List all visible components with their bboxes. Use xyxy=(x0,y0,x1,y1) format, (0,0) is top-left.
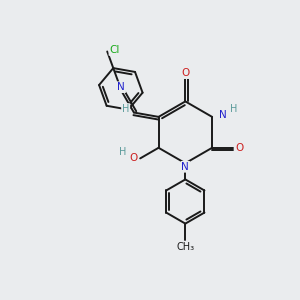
Text: N: N xyxy=(182,162,189,172)
Text: CH₃: CH₃ xyxy=(176,242,194,252)
Text: H: H xyxy=(230,103,237,114)
Text: N: N xyxy=(117,82,125,92)
Text: O: O xyxy=(181,68,190,78)
Text: O: O xyxy=(235,143,243,153)
Text: O: O xyxy=(130,153,138,164)
Text: Cl: Cl xyxy=(110,45,120,55)
Text: N: N xyxy=(219,110,227,120)
Text: H: H xyxy=(122,104,129,114)
Text: H: H xyxy=(119,147,126,157)
